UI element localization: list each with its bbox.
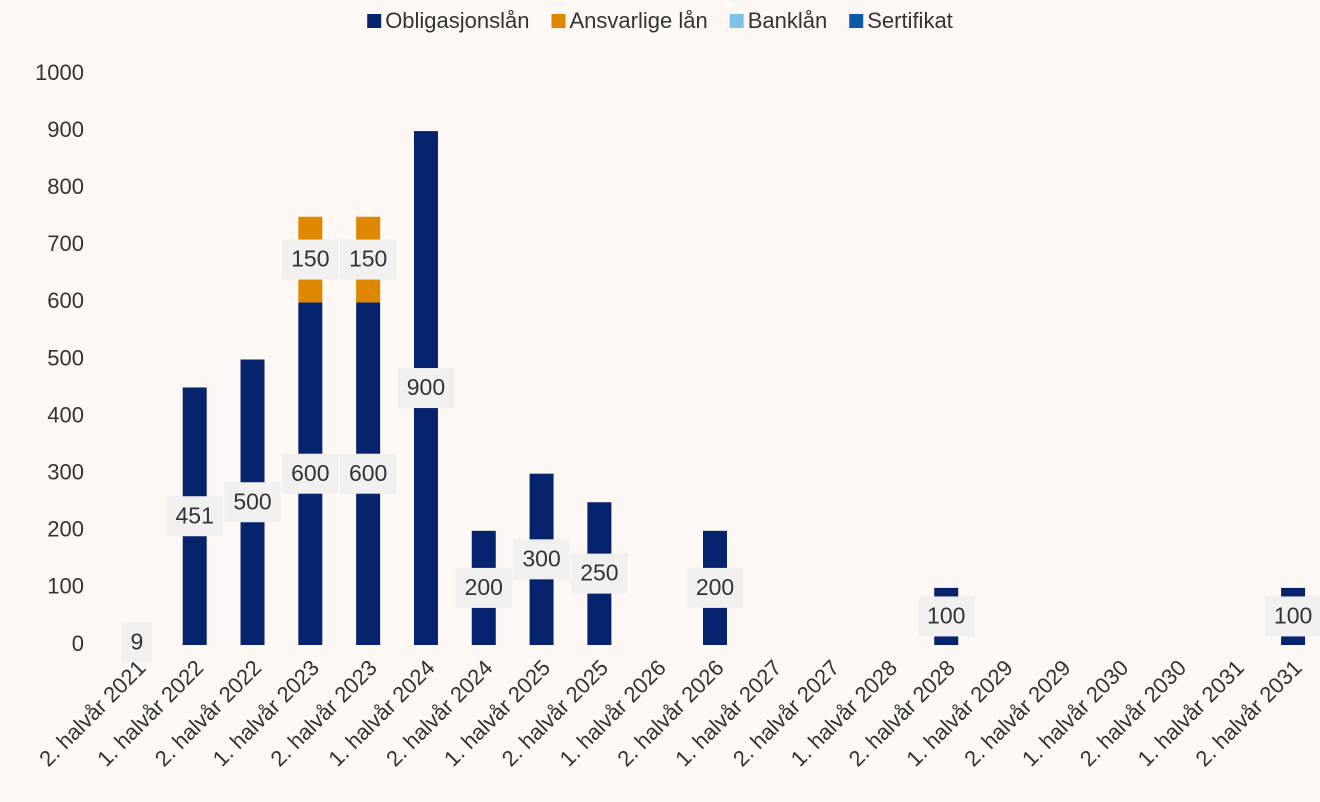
- y-tick-label: 400: [47, 402, 84, 427]
- data-label: 100: [927, 603, 965, 629]
- y-tick-label: 600: [47, 288, 84, 313]
- data-label-bg: [455, 567, 512, 608]
- y-tick-label: 500: [47, 345, 84, 370]
- data-label: 600: [349, 460, 387, 486]
- legend-label: Obligasjonslån: [385, 8, 529, 33]
- legend-swatch: [367, 14, 382, 28]
- legend-label: Banklån: [748, 8, 828, 33]
- y-tick-label: 200: [47, 517, 84, 542]
- data-label: 200: [465, 574, 503, 600]
- data-label: 451: [176, 502, 214, 528]
- data-label-bg: [282, 239, 339, 280]
- data-label: 150: [291, 246, 329, 272]
- y-tick-label: 100: [47, 574, 84, 599]
- legend-swatch: [729, 14, 744, 28]
- data-label-bg: [513, 539, 570, 580]
- data-label-bg: [397, 368, 455, 409]
- data-label-bg: [339, 453, 397, 494]
- data-label: 300: [522, 545, 560, 571]
- data-label-bg: [166, 496, 223, 537]
- data-label-bg: [339, 239, 397, 280]
- data-label: 250: [580, 560, 618, 586]
- data-label: 900: [407, 374, 445, 400]
- legend-swatch: [849, 14, 864, 28]
- legend-label: Ansvarlige lån: [570, 8, 708, 33]
- legend-label: Sertifikat: [867, 8, 953, 33]
- y-tick-label: 900: [47, 117, 84, 142]
- data-label: 150: [349, 246, 387, 272]
- data-label-bg: [121, 622, 153, 663]
- y-tick-label: 800: [47, 174, 84, 199]
- data-label: 500: [233, 488, 271, 514]
- data-label-bg: [282, 453, 339, 494]
- data-label-bg: [571, 553, 628, 594]
- data-label-bg: [686, 567, 744, 608]
- data-label-bg: [1264, 596, 1320, 637]
- data-label-bg: [224, 482, 281, 523]
- y-tick-label: 700: [47, 231, 84, 256]
- data-label: 9: [131, 629, 144, 655]
- y-tick-label: 1000: [35, 60, 84, 85]
- legend-swatch: [551, 14, 566, 28]
- data-label: 200: [696, 574, 734, 600]
- data-label-bg: [918, 596, 975, 637]
- data-label: 100: [1274, 603, 1312, 629]
- data-label: 600: [291, 460, 329, 486]
- y-tick-label: 300: [47, 460, 84, 485]
- y-tick-label: 0: [72, 631, 84, 656]
